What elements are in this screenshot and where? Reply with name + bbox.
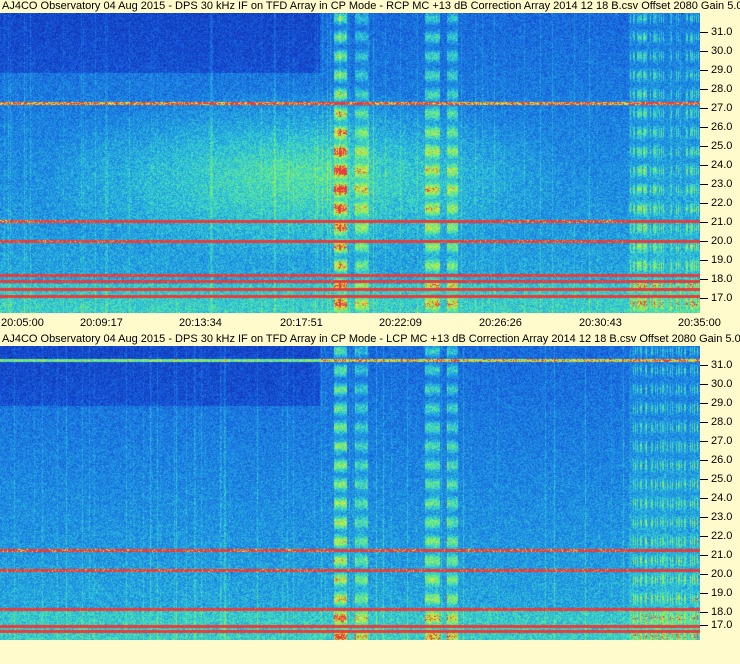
y-tick: 31.0 <box>700 26 732 38</box>
y-tick: 23.0 <box>700 511 732 523</box>
y-tick: 21.0 <box>700 216 732 228</box>
spectrogram-rcp <box>0 13 700 313</box>
y-tick: 30.0 <box>700 45 732 57</box>
y-tick: 21.0 <box>700 549 732 561</box>
bottom-strip <box>0 640 740 664</box>
y-tick: 19.0 <box>700 587 732 599</box>
y-tick: 25.0 <box>700 473 732 485</box>
y-tick: 30.0 <box>700 378 732 390</box>
x-tick: 20:17:51 <box>280 317 323 329</box>
time-axis: 20:05:00 20:09:17 20:13:34 20:17:51 20:2… <box>0 314 721 330</box>
x-tick: 20:35:00 <box>678 317 721 329</box>
frequency-axis-lcp: 31.0 30.0 29.0 28.0 27.0 26.0 25.0 24.0 … <box>700 346 740 640</box>
y-tick: 26.0 <box>700 454 732 466</box>
y-tick: 27.0 <box>700 435 732 447</box>
y-tick: 20.0 <box>700 235 732 247</box>
y-tick: 17.0 <box>700 619 732 631</box>
y-tick: 28.0 <box>700 416 732 428</box>
y-tick: 31.0 <box>700 359 732 371</box>
y-tick: 29.0 <box>700 397 732 409</box>
x-tick: 20:13:34 <box>179 317 222 329</box>
y-tick: 22.0 <box>700 530 732 542</box>
panel-rcp-title: AJ4CO Observatory 04 Aug 2015 - DPS 30 k… <box>2 0 740 12</box>
x-tick: 20:22:09 <box>379 317 422 329</box>
y-tick: 26.0 <box>700 121 732 133</box>
spectrogram-lcp <box>0 346 700 640</box>
y-tick: 18.0 <box>700 273 732 285</box>
y-tick: 23.0 <box>700 178 732 190</box>
y-tick: 27.0 <box>700 102 732 114</box>
y-tick: 17.0 <box>700 292 732 304</box>
x-tick: 20:30:43 <box>579 317 622 329</box>
x-tick: 20:05:00 <box>1 317 44 329</box>
y-tick: 20.0 <box>700 568 732 580</box>
y-tick: 28.0 <box>700 83 732 95</box>
x-tick: 20:09:17 <box>80 317 123 329</box>
y-tick: 24.0 <box>700 159 732 171</box>
y-tick: 24.0 <box>700 492 732 504</box>
y-tick: 19.0 <box>700 254 732 266</box>
y-tick: 25.0 <box>700 140 732 152</box>
y-tick: 29.0 <box>700 64 732 76</box>
x-tick: 20:26:26 <box>479 317 522 329</box>
panel-lcp-title: AJ4CO Observatory 04 Aug 2015 - DPS 30 k… <box>2 333 740 345</box>
y-tick: 22.0 <box>700 197 732 209</box>
y-tick: 18.0 <box>700 606 732 618</box>
frequency-axis-rcp: 31.0 30.0 29.0 28.0 27.0 26.0 25.0 24.0 … <box>700 13 740 313</box>
